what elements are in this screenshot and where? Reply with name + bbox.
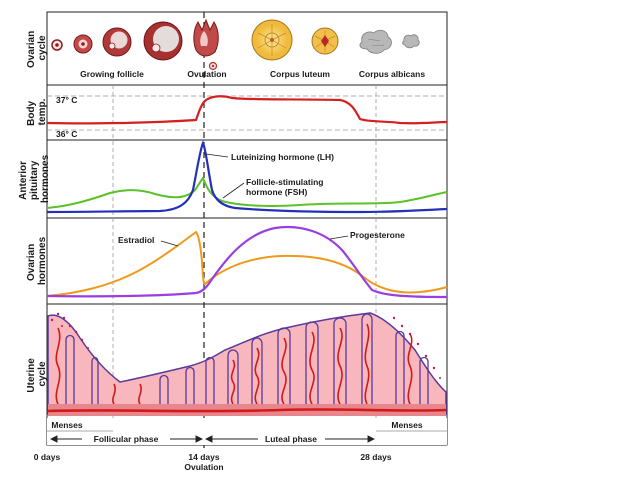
ruptured-follicle-icon: [193, 18, 219, 71]
fsh-label-line1: Follicle-stimulating: [246, 177, 323, 187]
regressing-corpus-luteum-icon: [311, 27, 339, 55]
temp-37-label: 37° C: [56, 95, 77, 105]
ovary-illustrations: Growing follicle Ovulation Corpus luteum…: [51, 18, 425, 79]
lh-pointer: [205, 153, 229, 158]
body-temperature-panel: 37° C 36° C: [46, 95, 448, 139]
small-corpus-albicans-icon: [402, 34, 420, 49]
day28-label: 28 days: [360, 452, 391, 462]
day14-ovulation-label: Ovulation: [184, 462, 223, 472]
lh-label: Luteinizing hormone (LH): [231, 152, 334, 162]
fsh-label-line2: hormone (FSH): [246, 187, 308, 197]
lh-curve: [46, 140, 448, 214]
progesterone-pointer: [329, 235, 349, 240]
follicle-stage-4-icon: [143, 21, 183, 61]
panel-body-temp: [46, 84, 448, 141]
pituitary-panel: Luteinizing hormone (LH) Follicle-stimul…: [46, 140, 448, 214]
temperature-curve: [46, 95, 448, 125]
progesterone-curve: [46, 225, 448, 299]
day0-label: 0 days: [34, 452, 61, 462]
estradiol-pointer: [160, 240, 179, 247]
label-growing-follicle: Growing follicle: [80, 69, 144, 79]
estradiol-label: Estradiol: [118, 235, 154, 245]
corpus-albicans-icon: [359, 29, 392, 54]
label-uterine-cycle: Uterine cycle: [26, 355, 48, 392]
label-corpus-albicans: Corpus albicans: [359, 69, 425, 79]
follicular-phase-label: Follicular phase: [94, 434, 159, 444]
day-axis: 0 days 14 days Ovulation 28 days: [34, 452, 392, 472]
phase-bar-background: [47, 418, 447, 445]
basal-artery: [47, 408, 447, 413]
spiral-arteries: [55, 323, 413, 405]
progesterone-label: Progesterone: [350, 230, 405, 240]
menses-start-label: Menses: [51, 420, 82, 430]
follicle-stage-1-icon: [51, 39, 63, 51]
fsh-pointer: [222, 182, 245, 199]
endometrium-layer: [47, 312, 447, 415]
day14-label: 14 days: [188, 452, 219, 462]
label-pituitary: Anterior pituitary hormones: [18, 154, 51, 203]
label-body-temp: Body temp.: [26, 98, 48, 126]
label-ovarian-hormones: Ovarian hormones: [26, 236, 48, 285]
follicle-stage-3-icon: [102, 27, 132, 57]
follicular-phase-arrow: [49, 435, 204, 443]
label-corpus-luteum: Corpus luteum: [270, 69, 330, 79]
label-ovarian-cycle: Ovarian cycle: [26, 28, 48, 68]
row-labels: Ovarian cycle Body temp. Anterior pituit…: [18, 28, 51, 393]
estradiol-curve: [46, 230, 448, 297]
temp-36-label: 36° C: [56, 129, 77, 139]
fsh-curve: [46, 175, 448, 209]
follicle-stage-2-icon: [73, 34, 93, 54]
ovarian-hormones-panel: Estradiol Progesterone: [46, 225, 448, 299]
uterine-panel: [47, 312, 447, 416]
endometrial-glands: [65, 313, 429, 404]
menstrual-flow: [50, 312, 441, 379]
label-ovulation-stage: Ovulation: [187, 69, 226, 79]
luteal-phase-label: Luteal phase: [265, 434, 317, 444]
menses-end-label: Menses: [391, 420, 422, 430]
phase-bar: Menses Menses Follicular phase Luteal ph…: [47, 418, 447, 445]
luteal-phase-arrow: [204, 435, 376, 443]
corpus-luteum-icon: [251, 19, 293, 61]
